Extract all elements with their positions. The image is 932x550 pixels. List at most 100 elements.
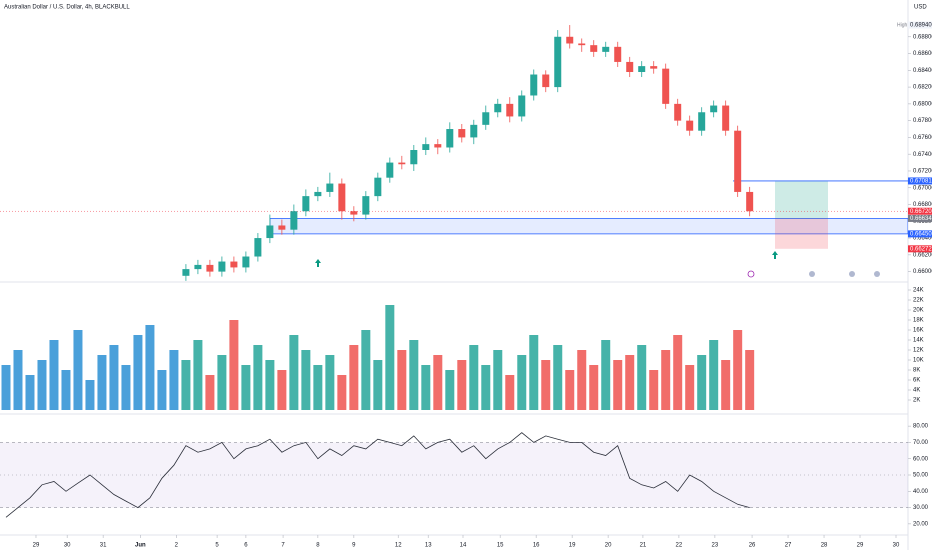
volume-bar [733,330,743,410]
volume-bar [613,360,623,410]
y-tick-label: 6K [913,378,920,384]
y-tick-label: 70.00 [913,440,929,446]
volume-bar [601,340,611,410]
candle-body [698,112,706,131]
currency-label: USD [914,5,927,11]
volume-bar [421,365,431,410]
volume-bar [457,360,467,410]
volume-bar [661,350,671,410]
volume-bar [1,365,11,410]
y-tick-label: 14K [913,338,924,344]
candle-body [482,112,490,125]
volume-bar [397,350,407,410]
x-tick-label: 30 [893,543,900,549]
y-tick-label: 60.00 [913,456,929,462]
volume-bar [133,335,143,410]
x-tick-label: 7 [281,543,285,549]
volume-bar [481,365,491,410]
candle-body [434,144,442,148]
x-tick-label: 31 [100,543,107,549]
x-tick-label: 26 [749,543,756,549]
volume-bar [193,340,203,410]
x-tick-label: 16 [533,543,540,549]
volume-bar [157,370,167,410]
volume-bar [505,375,515,410]
candle-body [230,261,238,268]
y-tick-label: 4K [913,388,920,394]
volume-bar [121,365,131,410]
candle-body [254,238,262,257]
volume-bar [181,360,191,410]
event-icon[interactable] [874,271,880,277]
volume-bar [205,375,215,410]
volume-bar [685,365,695,410]
x-tick-label: 8 [316,543,320,549]
x-tick-label: 23 [712,543,719,549]
signal-arrow [315,259,321,267]
volume-bar [277,370,287,410]
event-icon[interactable] [809,271,815,277]
price-tag-label: 0.66450 [910,231,932,237]
volume-bar [289,335,299,410]
y-tick-label: 50.00 [913,473,929,479]
volume-bar [361,330,371,410]
volume-bar [325,355,335,410]
candle-body [218,261,226,272]
x-tick-label: 14 [460,543,467,549]
candle-body [410,150,418,165]
volume-bar [25,375,35,410]
volume-bar [85,380,95,410]
signal-arrow [772,251,778,259]
volume-bar [673,335,683,410]
volume-bar [565,370,575,410]
volume-bar [637,345,647,410]
candle-body [470,124,478,138]
volume-bar [721,360,731,410]
candle-body [386,162,394,178]
candle-body [734,130,742,192]
candle-body [278,225,286,230]
candle-body [674,103,682,121]
volume-bar [709,340,719,410]
volume-bar [745,350,755,410]
candle-body [362,196,370,215]
volume-bar [649,370,659,410]
volume-bar [13,350,23,410]
y-tick-label: 24K [913,288,924,294]
volume-bar [241,365,251,410]
volume-bar [529,335,539,410]
volume-bar [385,305,395,410]
candle-body [638,66,646,72]
candle-body [374,177,382,197]
y-tick-label: 16K [913,328,924,334]
x-tick-label: 12 [395,543,402,549]
y-tick-label: 10K [913,358,924,364]
volume-bar [493,350,503,410]
volume-bar [217,355,227,410]
x-tick-label: 20 [605,543,612,549]
y-tick-label: 2K [913,398,920,404]
volume-bar [301,350,311,410]
event-icon[interactable] [849,271,855,277]
candle-body [194,264,202,270]
high-marker-name: High [897,22,908,28]
x-tick-label: 27 [785,543,792,549]
event-icon[interactable] [747,270,755,278]
volume-bar [145,325,155,410]
volume-bar [109,345,119,410]
x-tick-label: 19 [569,543,576,549]
x-tick-label: Jun [135,543,146,549]
x-tick-label: 6 [244,543,248,549]
y-tick-label: 30.00 [913,505,929,511]
candle-body [710,105,718,113]
volume-bar [469,345,479,410]
price-tag [908,245,932,253]
volume-bar [433,355,443,410]
